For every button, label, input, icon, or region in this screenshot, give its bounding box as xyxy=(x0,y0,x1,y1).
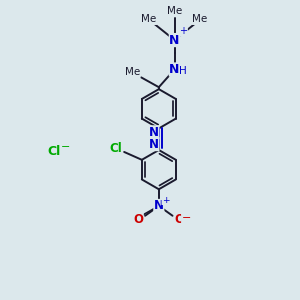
Text: Cl: Cl xyxy=(47,146,60,158)
Text: −: − xyxy=(182,213,191,223)
Text: N: N xyxy=(169,34,180,46)
Text: +: + xyxy=(162,196,169,205)
Text: O: O xyxy=(133,213,143,226)
Text: N: N xyxy=(149,138,159,151)
Text: Me: Me xyxy=(141,14,157,25)
Text: O: O xyxy=(174,213,184,226)
Text: −: − xyxy=(61,142,70,152)
Text: N: N xyxy=(169,63,180,76)
Text: Cl: Cl xyxy=(109,142,122,154)
Text: Me: Me xyxy=(167,6,182,16)
Text: H: H xyxy=(179,67,187,76)
Text: N: N xyxy=(149,126,159,139)
Text: +: + xyxy=(179,26,188,36)
Text: N: N xyxy=(154,200,164,212)
Text: Me: Me xyxy=(192,14,208,25)
Text: Me: Me xyxy=(125,68,140,77)
